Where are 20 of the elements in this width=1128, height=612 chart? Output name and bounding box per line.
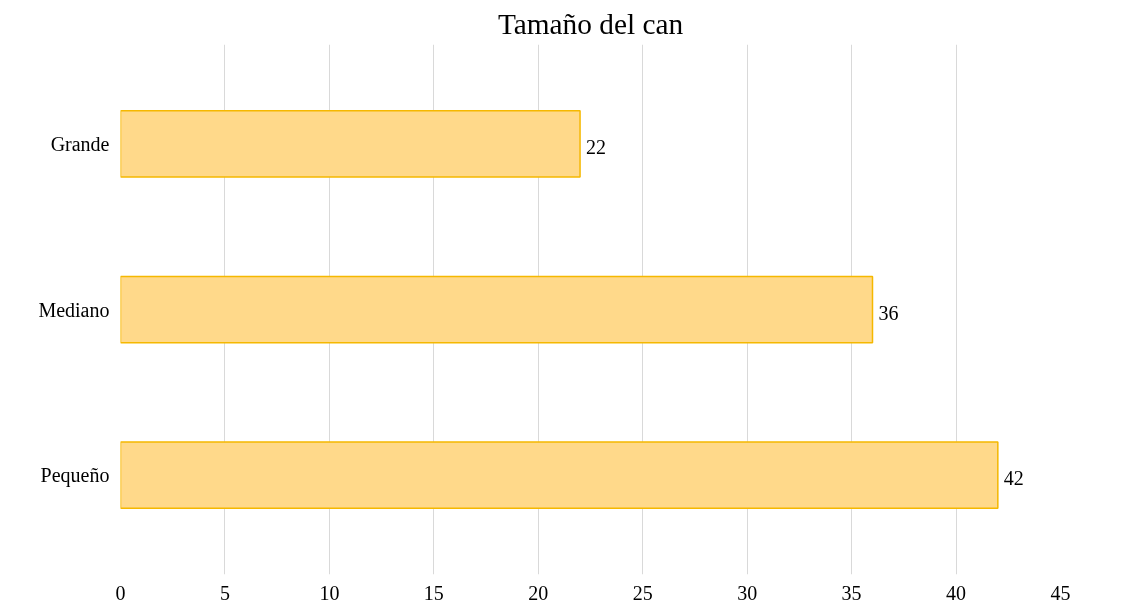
- x-tick-label: 35: [841, 581, 862, 604]
- x-tick-label: 20: [528, 581, 549, 604]
- data-label: 22: [586, 135, 607, 158]
- bar: [120, 275, 874, 344]
- x-tick-label: 5: [219, 581, 230, 604]
- chart-title: Tamaño del can: [497, 7, 684, 40]
- y-tick-label: Pequeño: [40, 464, 110, 488]
- x-tick-label: 30: [737, 581, 758, 604]
- x-tick-label: 10: [319, 581, 340, 604]
- bar: [120, 441, 999, 509]
- x-tick-label: 25: [632, 581, 653, 604]
- y-tick-label: Mediano: [38, 298, 110, 321]
- data-label: 42: [1003, 467, 1024, 490]
- bar: [120, 110, 581, 178]
- x-tick-label: 15: [423, 581, 444, 604]
- x-tick-label: 0: [115, 581, 126, 604]
- x-tick-label: 40: [946, 581, 967, 604]
- data-label: 36: [878, 301, 899, 324]
- x-tick-label: 45: [1050, 581, 1071, 604]
- y-tick-label: Grande: [50, 132, 110, 155]
